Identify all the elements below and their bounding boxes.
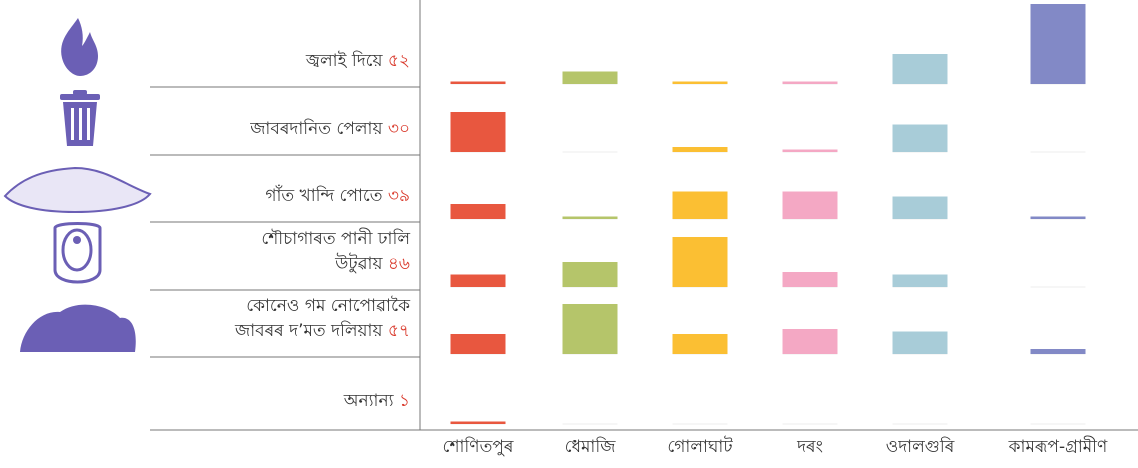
bar	[563, 304, 618, 354]
bar	[783, 329, 838, 354]
row-count: ১	[399, 391, 410, 411]
row-label: গাঁত খান্দি পোতে ৩৯	[265, 185, 410, 206]
row-label-text: শৌচাগাৰত পানী ঢালি	[261, 228, 410, 249]
toilet-icon	[55, 224, 100, 283]
mound-icon	[5, 168, 150, 212]
chart: জ্বলাই দিয়ে ৫২ জাবৰদানিত পেলায় ৩০ গাঁত খ…	[0, 0, 1138, 464]
bar	[783, 150, 838, 153]
column-label: গোলাঘাট	[667, 436, 733, 457]
bar	[563, 262, 618, 287]
bar	[1031, 349, 1086, 354]
row-label: কোনেও গম নোপোৱাকৈ	[246, 295, 411, 316]
row-count: ৩৯	[388, 186, 410, 206]
row-count: ৫৭	[388, 321, 410, 341]
column-label: ওদালগুৰি	[886, 436, 955, 457]
bar	[673, 82, 728, 85]
bar	[893, 197, 948, 220]
bar	[893, 275, 948, 288]
row-label-text: জাবৰদানিত পেলায়	[249, 118, 383, 139]
bar	[893, 54, 948, 84]
bar	[563, 217, 618, 220]
row-label: উটুৱায় ৪৬	[334, 253, 410, 274]
bar	[1031, 217, 1086, 220]
row-count: ৫২	[388, 51, 410, 71]
row-count: ৩০	[388, 119, 410, 139]
bar	[563, 72, 618, 85]
row-label: শৌচাগাৰত পানী ঢালি	[261, 228, 410, 249]
fire-icon	[61, 18, 98, 76]
garbage-icon	[20, 305, 136, 352]
bar	[893, 125, 948, 153]
bar	[451, 422, 506, 425]
bar	[893, 332, 948, 355]
bar	[673, 334, 728, 354]
row-count: ৪৬	[388, 254, 410, 274]
bar	[1031, 4, 1086, 84]
row-label: অন্যান্য ১	[343, 391, 410, 411]
row-label-text: গাঁত খান্দি পোতে	[265, 185, 382, 206]
row-label-text: জ্বলাই দিয়ে	[305, 50, 384, 71]
bar	[783, 192, 838, 220]
bar	[451, 112, 506, 152]
column-label: ধেমাজি	[565, 436, 617, 457]
row-label-text: জাবৰৰ দ’মত দলিয়ায়	[234, 320, 383, 341]
row-label: জাবৰদানিত পেলায় ৩০	[249, 118, 410, 139]
column-label: কামৰূপ-গ্ৰামীণ	[1008, 436, 1108, 457]
bar	[673, 237, 728, 287]
bar	[451, 204, 506, 219]
row-label-text: উটুৱায়	[334, 253, 383, 274]
bar	[783, 82, 838, 85]
bar	[451, 275, 506, 288]
column-label: শোণিতপুৰ	[443, 436, 514, 457]
bar	[673, 192, 728, 220]
row-label: জাবৰৰ দ’মত দলিয়ায় ৫৭	[234, 320, 410, 341]
bin-icon	[60, 90, 100, 146]
bar	[783, 272, 838, 287]
row-label: জ্বলাই দিয়ে ৫২	[305, 50, 410, 71]
icons	[5, 18, 150, 352]
row-label-text: কোনেও গম নোপোৱাকৈ	[246, 295, 411, 316]
column-label: দৰং	[796, 437, 823, 457]
bar	[451, 82, 506, 85]
row-label-text: অন্যান্য	[343, 391, 395, 411]
bar	[451, 334, 506, 354]
bar	[673, 147, 728, 152]
